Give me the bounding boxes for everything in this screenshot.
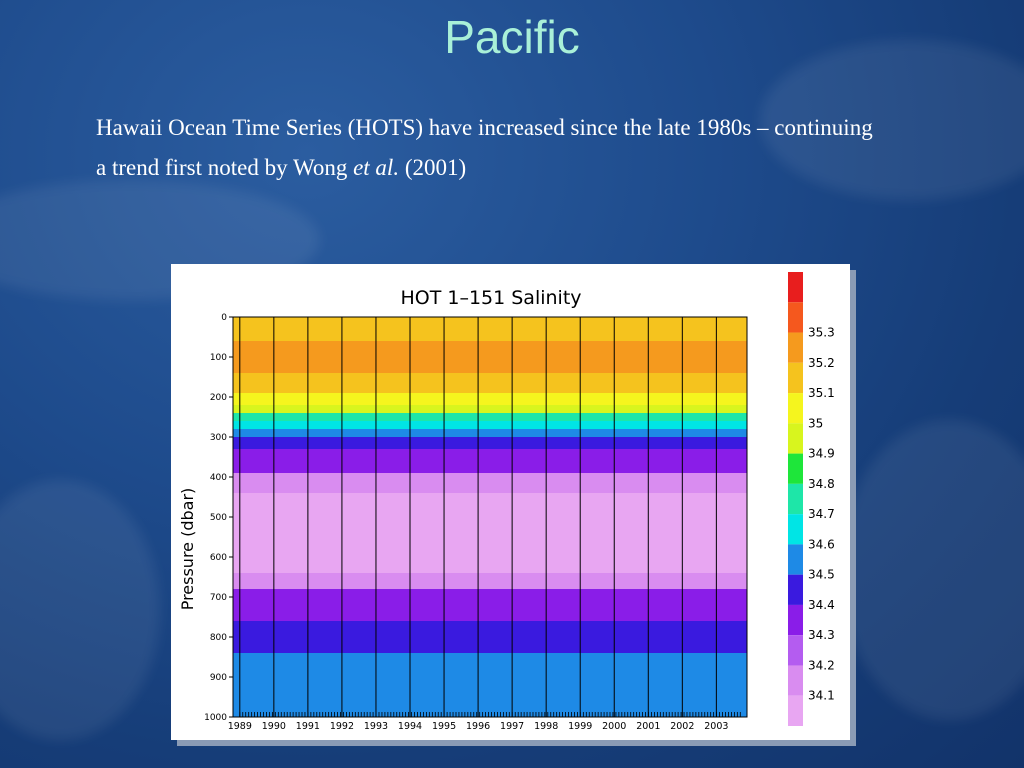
salinity-band-5 — [233, 413, 747, 421]
legend-swatch-14 — [788, 695, 803, 726]
salinity-band-11 — [233, 493, 747, 573]
salinity-band-9 — [233, 449, 747, 473]
y-tick-label-400: 400 — [210, 473, 227, 483]
x-tick-label-1996: 1996 — [466, 721, 490, 732]
y-tick-label-200: 200 — [210, 393, 227, 403]
legend-label-35.3: 35.3 — [808, 326, 835, 340]
legend-swatch-2 — [788, 332, 803, 363]
legend-swatch-7 — [788, 483, 803, 515]
x-tick-label-1993: 1993 — [364, 721, 388, 732]
y-axis-label: Pressure (dbar) — [178, 488, 197, 611]
legend-swatch-3 — [788, 362, 803, 394]
x-tick-label-1998: 1998 — [534, 721, 558, 732]
y-tick-label-800: 800 — [210, 633, 227, 643]
legend-label-34.3: 34.3 — [808, 628, 835, 642]
legend-label-34.9: 34.9 — [808, 447, 835, 461]
legend-swatch-10 — [788, 574, 803, 605]
legend-label-35.1: 35.1 — [808, 386, 835, 400]
legend-label-35.2: 35.2 — [808, 356, 835, 370]
slide-bullet-text: Hawaii Ocean Time Series (HOTS) have inc… — [96, 108, 876, 188]
y-tick-label-300: 300 — [210, 433, 227, 443]
y-tick-label-600: 600 — [210, 553, 227, 563]
salinity-band-13 — [233, 589, 747, 621]
salinity-band-0 — [233, 317, 747, 341]
legend-swatch-4 — [788, 393, 803, 424]
x-tick-label-1992: 1992 — [330, 721, 354, 732]
bullet-text-main: Hawaii Ocean Time Series (HOTS) have inc… — [96, 115, 873, 180]
y-tick-label-0: 0 — [221, 313, 227, 323]
salinity-band-4 — [233, 405, 747, 413]
year-lines — [239, 317, 717, 717]
legend-label-34.8: 34.8 — [808, 477, 835, 491]
y-axis: 0 100 200 300 400 500 600 700 800 900 1000 — [204, 313, 233, 723]
legend-swatch-12 — [788, 635, 803, 666]
x-tick-label-1997: 1997 — [500, 721, 524, 732]
legend-label-34.2: 34.2 — [808, 658, 835, 672]
chart-card: HOT 1–151 Salinity Pressure (dbar) 0 100 2… — [171, 264, 850, 740]
salinity-band-15 — [233, 653, 747, 717]
salinity-chart: HOT 1–151 Salinity Pressure (dbar) 0 100 2… — [178, 272, 835, 732]
bullet-text-end: (2001) — [399, 155, 467, 180]
legend-swatch-13 — [788, 665, 803, 696]
legend-swatch-1 — [788, 302, 803, 333]
x-tick-label-1995: 1995 — [432, 721, 456, 732]
x-tick-label-1999: 1999 — [568, 721, 592, 732]
legend-label-34.5: 34.5 — [808, 568, 835, 582]
salinity-band-2 — [233, 373, 747, 393]
legend-label-34.7: 34.7 — [808, 507, 835, 521]
salinity-band-14 — [233, 621, 747, 653]
legend-swatch-11 — [788, 604, 803, 636]
x-tick-label-1990: 1990 — [262, 721, 286, 732]
y-tick-label-700: 700 — [210, 593, 227, 603]
legend-label-34.6: 34.6 — [808, 537, 835, 551]
x-tick-label-2002: 2002 — [670, 721, 694, 732]
salinity-band-7 — [233, 429, 747, 437]
legend-swatch-6 — [788, 453, 803, 484]
legend-swatch-5 — [788, 423, 803, 454]
legend-swatch-0 — [788, 272, 803, 303]
color-legend: 35.3 35.2 35.1 35 34.9 34.8 34.7 34.6 34.5 34.4 34… — [788, 272, 835, 726]
plot-area — [232, 316, 748, 718]
salinity-band-3 — [233, 393, 747, 405]
salinity-band-1 — [233, 341, 747, 373]
salinity-band-8 — [233, 437, 747, 449]
salinity-band-12 — [233, 573, 747, 589]
bullet-text-italic: et al. — [353, 155, 400, 180]
y-tick-label-100: 100 — [210, 353, 227, 363]
salinity-band-6 — [233, 421, 747, 429]
y-tick-label-500: 500 — [210, 513, 227, 523]
x-tick-label-1994: 1994 — [398, 721, 422, 732]
legend-swatch-8 — [788, 514, 803, 545]
legend-label-35: 35 — [808, 416, 823, 430]
x-tick-label-2003: 2003 — [704, 721, 728, 732]
y-tick-label-1000: 1000 — [204, 713, 227, 723]
x-axis: 1989 1990 1991 1992 1993 1994 1995 1996 1997 1998… — [228, 712, 741, 732]
x-tick-label-2001: 2001 — [636, 721, 660, 732]
chart-title: HOT 1–151 Salinity — [400, 287, 581, 309]
legend-swatch-9 — [788, 544, 803, 575]
salinity-band-10 — [233, 473, 747, 493]
slide-title: Pacific — [444, 11, 580, 63]
y-tick-label-900: 900 — [210, 673, 227, 683]
legend-label-34.1: 34.1 — [808, 689, 835, 703]
legend-label-34.4: 34.4 — [808, 598, 835, 612]
x-tick-label-1991: 1991 — [296, 721, 320, 732]
x-tick-label-2000: 2000 — [602, 721, 626, 732]
x-tick-label-1989: 1989 — [228, 721, 252, 732]
